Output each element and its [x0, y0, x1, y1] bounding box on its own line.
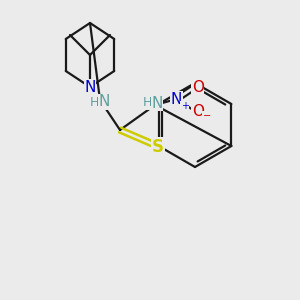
- Text: H: H: [89, 95, 99, 109]
- Text: O: O: [192, 103, 204, 118]
- Text: N: N: [151, 95, 163, 110]
- Text: N: N: [84, 80, 96, 94]
- Text: S: S: [152, 138, 164, 156]
- Text: N: N: [98, 94, 110, 110]
- Text: −: −: [202, 111, 211, 121]
- Text: O: O: [192, 80, 204, 94]
- Text: N: N: [171, 92, 182, 106]
- Text: H: H: [142, 97, 152, 110]
- Text: +: +: [181, 101, 189, 111]
